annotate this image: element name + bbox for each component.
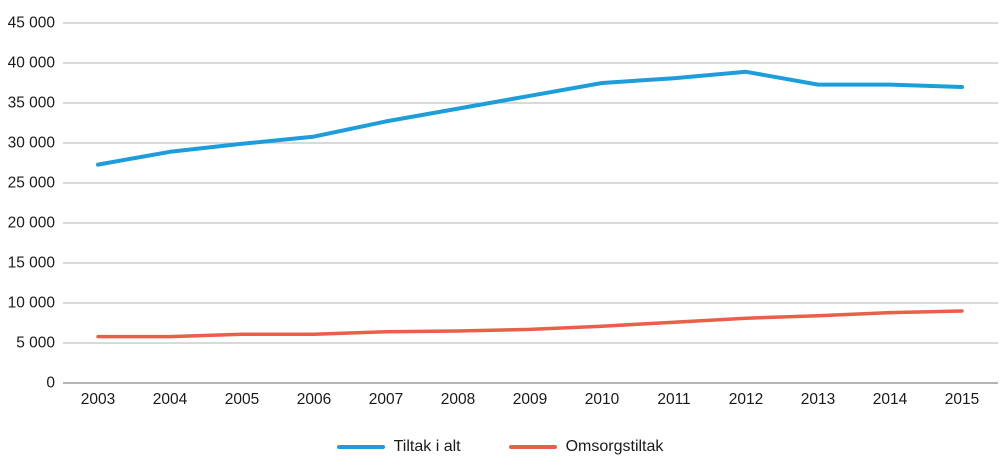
legend-label-omsorgstiltak: Omsorgstiltak <box>565 438 664 455</box>
x-tick-label: 2010 <box>585 391 620 408</box>
y-tick-label: 25 000 <box>8 175 56 192</box>
x-tick-label: 2011 <box>657 391 690 408</box>
legend-label-tiltak-i-alt: Tiltak i alt <box>393 438 461 455</box>
series-line-tiltak-i-alt <box>96 69 964 167</box>
y-tick-label: 40 000 <box>8 55 56 72</box>
legend-item-tiltak-i-alt: Tiltak i alt <box>336 438 461 456</box>
y-tick-label: 30 000 <box>8 135 56 152</box>
x-tick-label: 2006 <box>297 391 331 408</box>
legend: Tiltak i alt Omsorgstiltak <box>0 438 1000 456</box>
y-tick-label: 5 000 <box>16 335 55 352</box>
y-tick-label: 20 000 <box>8 215 56 232</box>
y-tick-label: 35 000 <box>8 95 56 112</box>
x-tick-label: 2012 <box>729 391 763 408</box>
plot-area: 0 5 000 10 000 15 000 20 000 25 000 30 000 35 0… <box>8 15 998 408</box>
y-tick-label: 0 <box>46 375 55 392</box>
x-tick-label: 2005 <box>225 391 259 408</box>
x-tick-label: 2007 <box>369 391 403 408</box>
legend-item-omsorgstiltak: Omsorgstiltak <box>508 438 664 456</box>
legend-line-swatch-red-icon <box>508 444 557 450</box>
y-tick-label: 15 000 <box>8 255 56 272</box>
x-tick-label: 2015 <box>945 391 979 408</box>
y-tick-label: 10 000 <box>8 295 56 312</box>
x-tick-label: 2004 <box>153 391 188 408</box>
x-tick-label: 2009 <box>513 391 547 408</box>
y-tick-label: 45 000 <box>8 15 56 32</box>
x-tick-label: 2003 <box>81 391 115 408</box>
x-tick-label: 2008 <box>441 391 475 408</box>
x-tick-label: 2014 <box>873 391 908 408</box>
x-tick-label: 2013 <box>801 391 835 408</box>
legend-line-swatch-blue-icon <box>336 444 385 450</box>
series-line-omsorgstiltak <box>96 309 964 339</box>
